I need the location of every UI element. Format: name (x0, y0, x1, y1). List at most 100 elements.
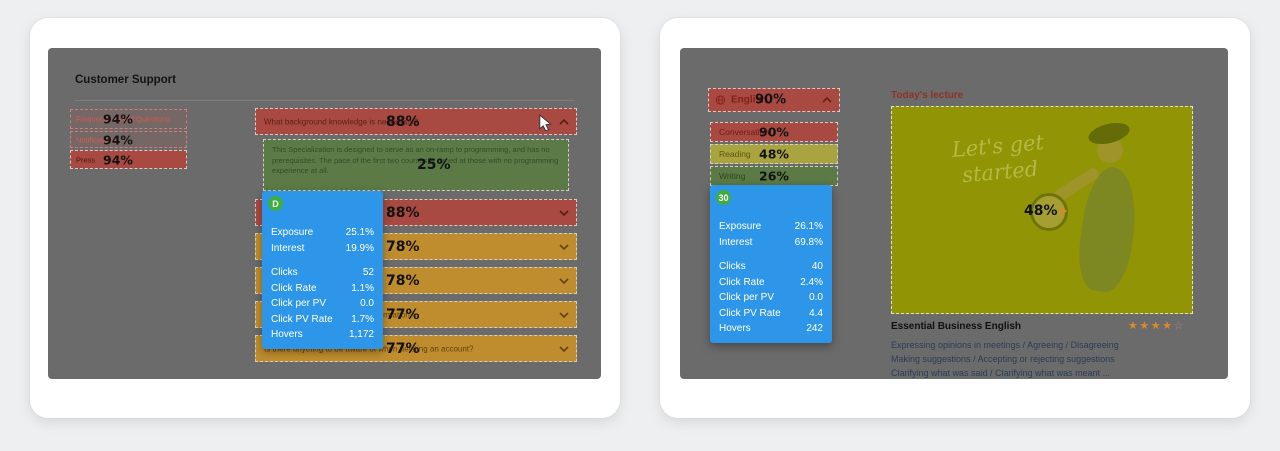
menu-item-label: Writing (719, 171, 746, 181)
element-badge: D (268, 196, 283, 211)
metric-value: 52 (362, 267, 374, 279)
metric-value: 19.9% (345, 242, 374, 254)
metric-label: Click PV Rate (719, 307, 781, 319)
lecture-heading: Today's lecture (891, 90, 964, 101)
heatmap-link-press[interactable]: Press 94% (70, 150, 187, 169)
click-percentage: 94% (103, 152, 133, 167)
click-percentage: 25% (417, 157, 451, 173)
click-percentage: 88% (386, 204, 420, 221)
faq-answer-panel[interactable]: This Specialization is designed to serve… (263, 139, 569, 191)
course-description-line: Clarifying what was said / Clarifying wh… (891, 368, 1111, 378)
click-percentage: 48% (759, 146, 789, 162)
chevron-down-icon (559, 345, 569, 352)
metric-row: Exposure 26.1% (710, 219, 832, 235)
click-percentage: 26% (759, 168, 789, 184)
heatmap-link-faq[interactable]: Frequently Asked Questions 94% (70, 109, 187, 129)
metric-label: Click per PV (271, 298, 327, 310)
chevron-down-icon (559, 243, 569, 250)
metric-row: Exposure 25.1% (262, 225, 383, 241)
menu-item-reading[interactable]: Reading 48% (710, 144, 838, 164)
metric-value: 1,172 (348, 329, 374, 341)
star-empty-icon: ☆ (1173, 320, 1185, 332)
click-percentage: 48% (1024, 203, 1058, 219)
metric-value: 40 (811, 261, 823, 273)
chevron-up-icon (822, 97, 832, 103)
title-divider (75, 100, 575, 101)
metric-value: 4.4 (809, 307, 823, 319)
metric-value: 1.1% (351, 282, 374, 294)
metric-label: Interest (719, 236, 753, 248)
lecture-video-thumbnail[interactable]: Let's get started 48% (891, 106, 1193, 314)
right-report-card: English 90% Conversation 90% Reading 48%… (660, 18, 1250, 418)
metric-row: Hovers 242 (710, 321, 832, 337)
page-title: Customer Support (75, 74, 176, 86)
metric-row: Hovers 1,172 (262, 327, 383, 343)
left-page-screenshot: Customer Support Frequently Asked Questi… (48, 48, 601, 379)
click-percentage: 90% (755, 92, 787, 108)
menu-item-conversation[interactable]: Conversation 90% (710, 122, 838, 142)
metric-label: Exposure (271, 227, 314, 239)
metric-value: 0.0 (360, 298, 374, 310)
left-report-card: Customer Support Frequently Asked Questi… (30, 18, 620, 418)
link-label: Frequently Asked Questions (76, 114, 170, 124)
star-filled-icon: ★ (1162, 320, 1174, 332)
link-label: Notifications (76, 135, 117, 144)
click-percentage: 78% (386, 238, 420, 255)
menu-item-label: Reading (719, 149, 751, 159)
click-percentage: 88% (386, 113, 420, 130)
metrics-tooltip: D Exposure 25.1% Interest 19.9% Clicks 5… (262, 191, 383, 349)
metric-value: 0.0 (809, 292, 823, 304)
metric-row: Click PV Rate 1.7% (262, 312, 383, 328)
click-percentage: 90% (759, 124, 789, 140)
metric-row: Interest 69.8% (710, 235, 832, 251)
faq-answer-text: This Specialization is designed to serve… (272, 145, 559, 175)
chevron-down-icon (559, 209, 569, 216)
metric-row: Clicks 40 (710, 259, 832, 275)
metric-value: 1.7% (351, 313, 374, 325)
metric-value: 242 (806, 323, 823, 335)
metric-label: Exposure (719, 221, 762, 233)
metric-value: 69.8% (794, 236, 823, 248)
star-filled-icon: ★ (1128, 320, 1140, 332)
faq-question-row[interactable]: What background knowledge is necessary? … (255, 108, 577, 135)
metric-label: Clicks (719, 261, 746, 273)
metric-row: Interest 19.9% (262, 241, 383, 257)
chevron-up-icon (559, 118, 569, 125)
menu-item-writing[interactable]: Writing 26% (710, 166, 838, 186)
course-title: Essential Business English (891, 321, 1022, 332)
language-label: English (731, 94, 768, 106)
click-percentage: 77% (386, 306, 420, 323)
metric-row: Click Rate 1.1% (262, 281, 383, 297)
click-percentage: 94% (103, 111, 133, 127)
globe-icon (715, 95, 726, 106)
metric-value: 26.1% (794, 221, 823, 233)
metric-row: Click Rate 2.4% (710, 275, 832, 291)
click-percentage: 94% (103, 132, 133, 147)
star-filled-icon: ★ (1139, 320, 1151, 332)
menu-item-label: Conversation (719, 127, 770, 137)
chevron-down-icon (559, 277, 569, 284)
chevron-down-icon (559, 311, 569, 318)
language-menu[interactable]: English 90% (708, 88, 840, 112)
metric-value: 2.4% (800, 276, 823, 288)
metric-label: Hovers (719, 323, 751, 335)
faq-question-label: What background knowledge is necessary? (264, 117, 419, 126)
metric-label: Interest (271, 242, 305, 254)
mouse-cursor-icon (538, 114, 553, 136)
heatmap-link-notifications[interactable]: Notifications 94% (70, 131, 187, 148)
star-rating: ★★★★☆ (1128, 319, 1185, 332)
play-icon (1060, 206, 1067, 216)
element-badge: 30 (716, 190, 731, 205)
course-description-line: Expressing opinions in meetings / Agreei… (891, 340, 1119, 350)
metric-label: Click Rate (271, 282, 317, 294)
metric-label: Clicks (271, 267, 298, 279)
video-caption-text: Let's get started (950, 130, 1045, 188)
metric-row: Click per PV 0.0 (710, 290, 832, 306)
metric-value: 25.1% (345, 227, 374, 239)
metric-label: Click per PV (719, 292, 775, 304)
click-percentage: 78% (386, 272, 420, 289)
link-label: Press (76, 155, 96, 164)
click-percentage: 77% (386, 340, 420, 357)
metrics-tooltip: 30 Exposure 26.1% Interest 69.8% Clicks … (710, 185, 832, 343)
